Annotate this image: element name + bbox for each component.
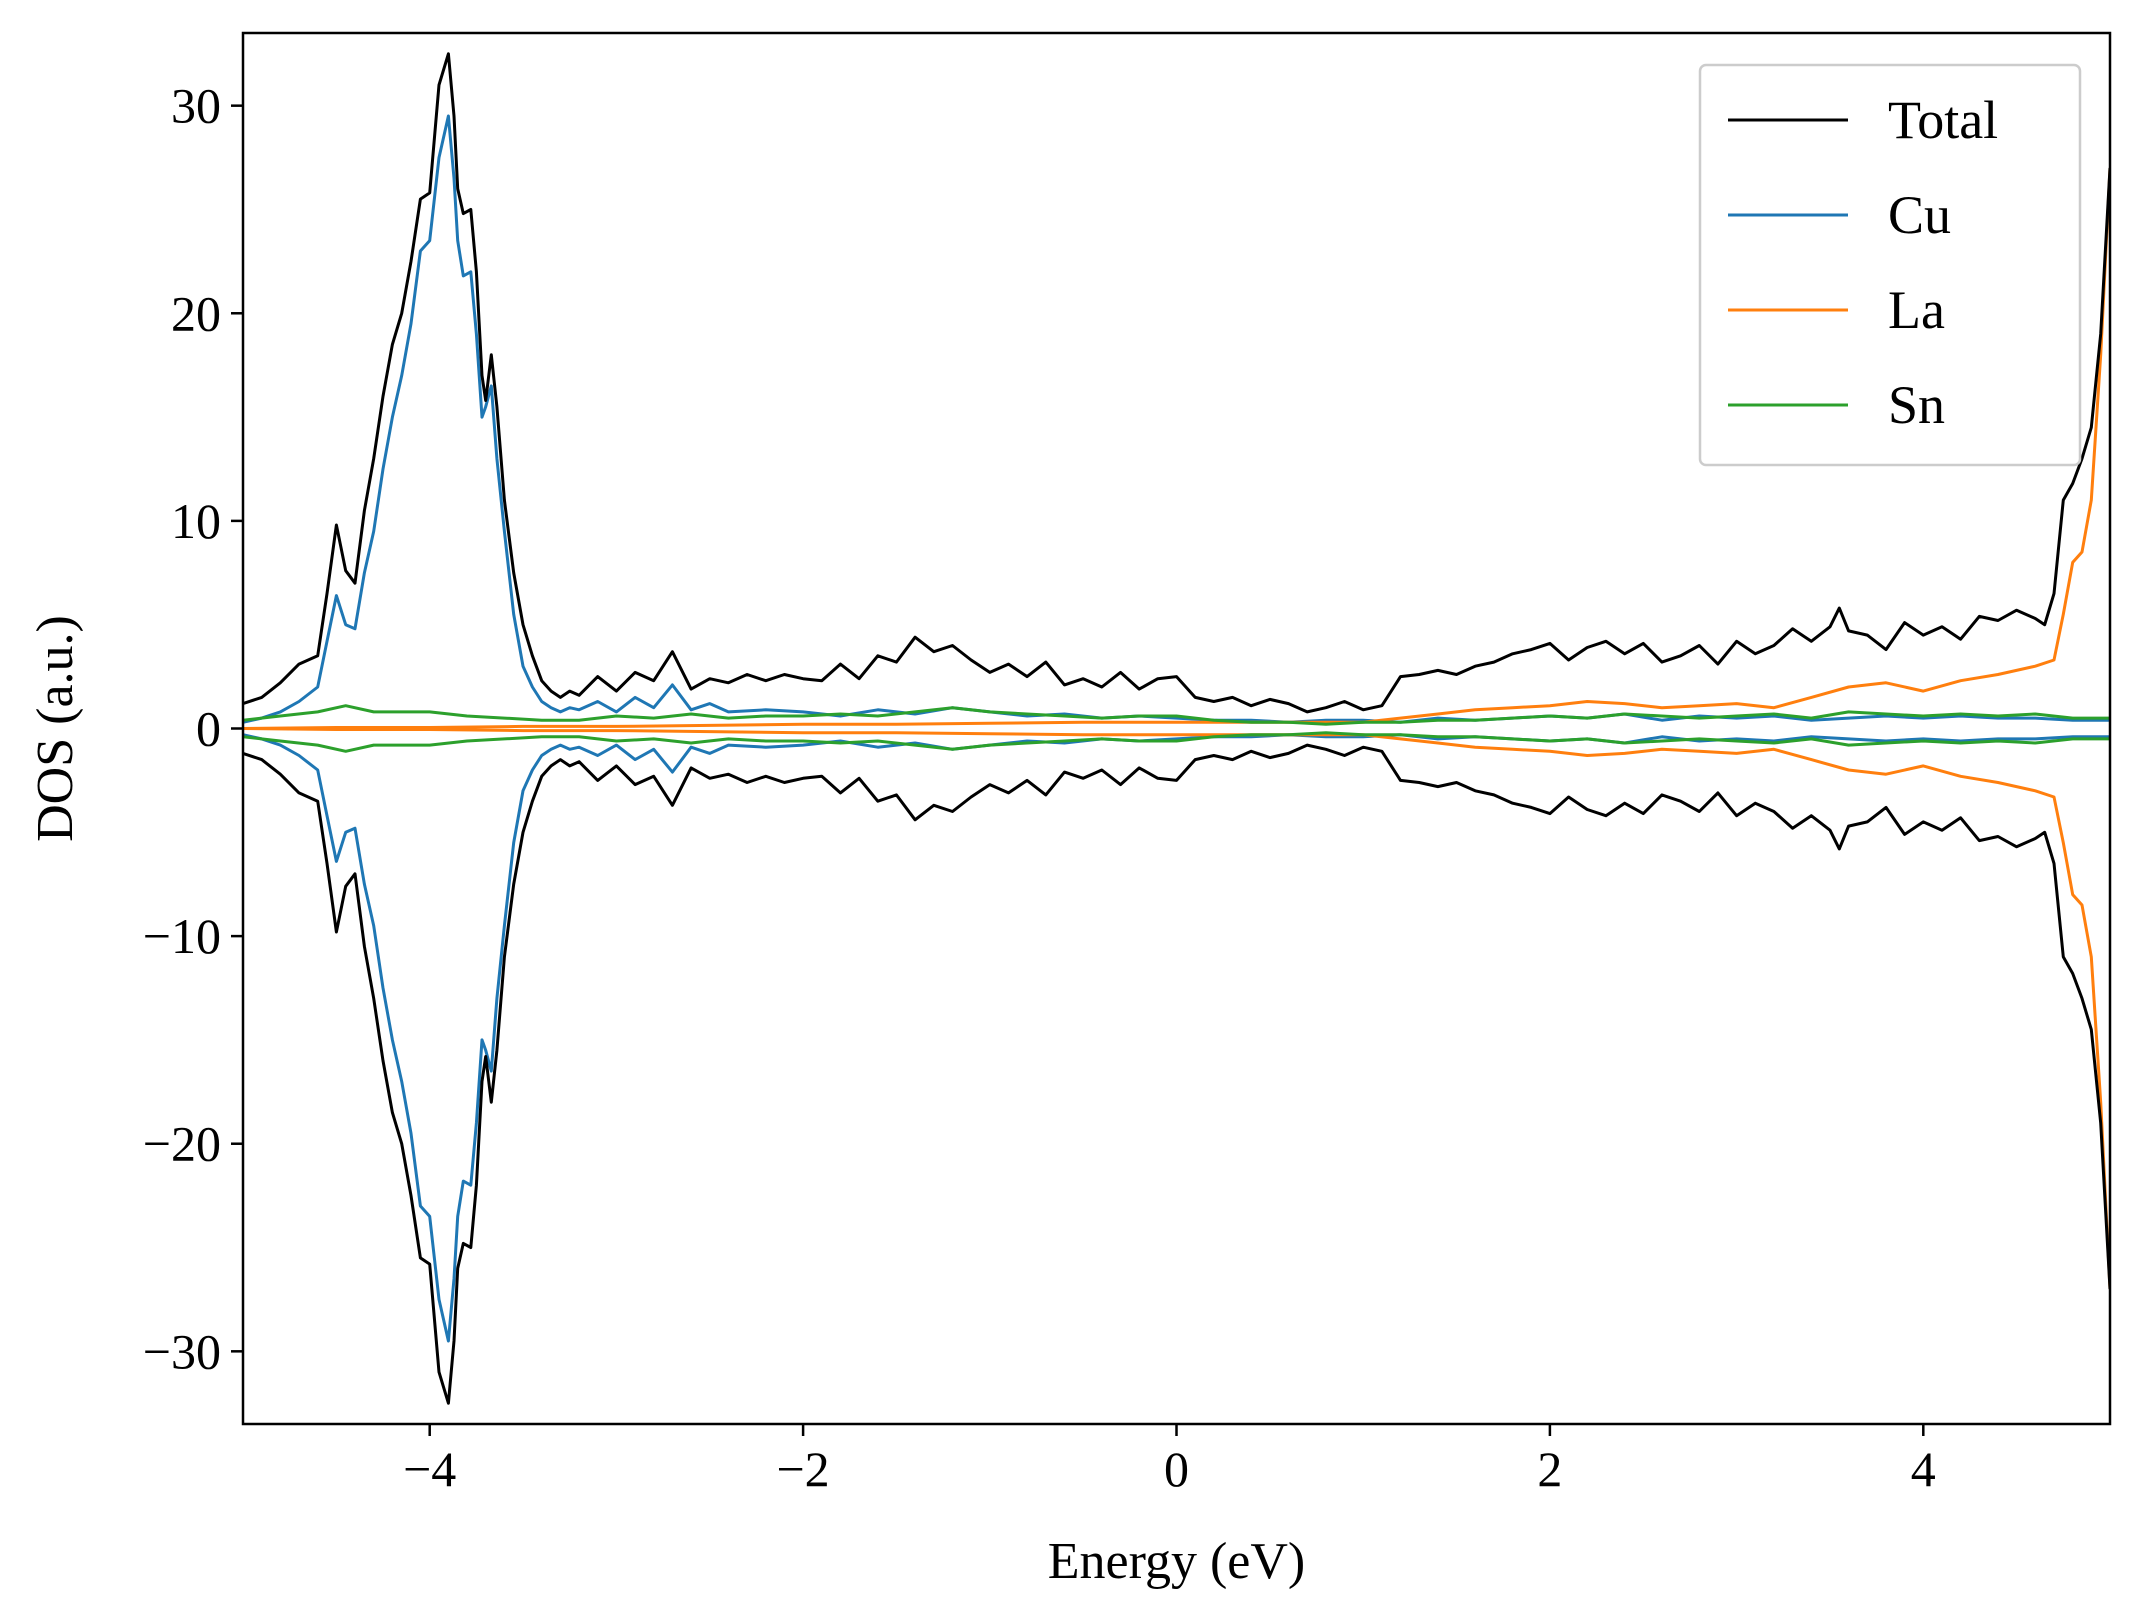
x-axis: −4 −2 0 2 4 [403,1424,1936,1497]
legend: Total Cu La Sn [1698,63,2082,467]
series-layer [243,52,2110,1405]
y-axis: −30 −20 −10 0 10 20 30 [143,78,243,1379]
x-tick-label: 4 [1911,1441,1936,1497]
series-line-la-down [243,727,2110,1290]
y-tick-label: −30 [143,1323,221,1379]
series-line-la-up [243,167,2110,730]
y-tick-label: 30 [171,78,221,134]
y-tick-label: 10 [171,493,221,549]
series-line-sn-up [243,704,2110,726]
x-tick-label: −2 [776,1441,829,1497]
y-axis-title: DOS (a.u.) [27,615,84,842]
y-tick-label: −10 [143,908,221,964]
series-line-sn-down [243,731,2110,753]
x-tick-label: 0 [1164,1441,1189,1497]
x-tick-label: −4 [403,1441,456,1497]
legend-label: Sn [1888,375,1945,435]
legend-label: Total [1888,90,1998,150]
y-tick-label: 20 [171,285,221,341]
y-tick-label: 0 [196,701,221,757]
x-tick-label: 2 [1537,1441,1562,1497]
x-axis-title: Energy (eV) [1048,1533,1306,1590]
y-tick-label: −20 [143,1116,221,1172]
series-line-total-down [243,743,2110,1405]
legend-label: La [1888,280,1945,340]
legend-box [1698,63,2082,467]
series-line-total-up [243,52,2110,714]
legend-label: Cu [1888,185,1951,245]
